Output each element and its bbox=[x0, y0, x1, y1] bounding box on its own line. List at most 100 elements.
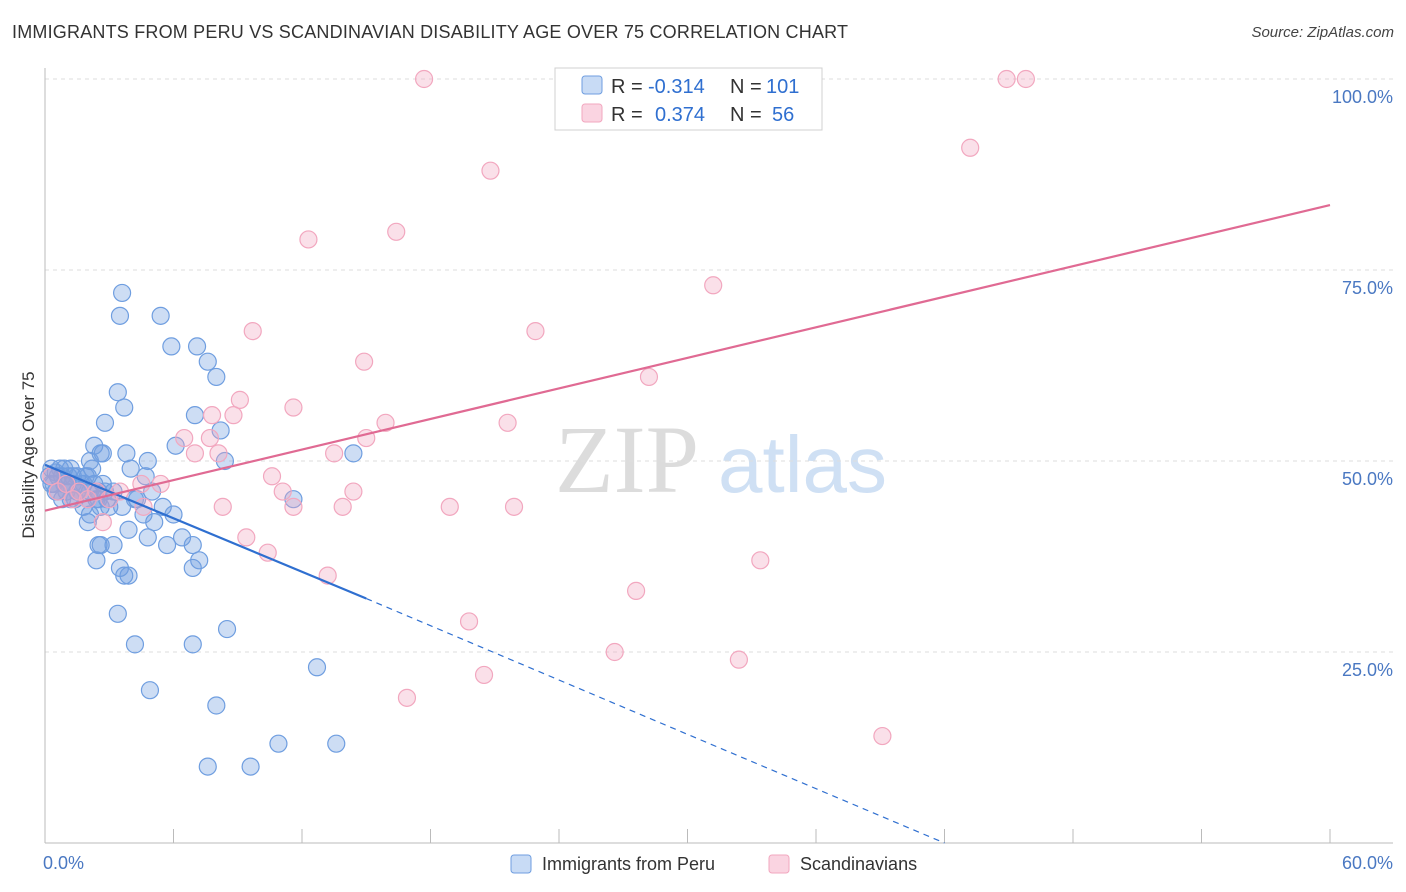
point-scandinavian bbox=[262, 467, 282, 486]
point-scandinavian bbox=[224, 406, 243, 425]
point-peru bbox=[89, 535, 108, 555]
legend-top: R = -0.314 N = 101 R = 0.374 N = 56 bbox=[554, 67, 823, 131]
point-peru bbox=[138, 451, 157, 471]
point-peru bbox=[119, 566, 138, 585]
point-scandinavian bbox=[997, 69, 1016, 89]
point-scandinavian bbox=[1016, 69, 1035, 89]
point-scandinavian bbox=[273, 482, 292, 501]
point-scandinavian bbox=[376, 413, 395, 432]
point-peru bbox=[162, 337, 181, 356]
point-peru bbox=[87, 551, 106, 570]
point-scandinavian bbox=[414, 69, 434, 89]
point-scandinavian bbox=[704, 276, 723, 295]
x-tick-min: 0.0% bbox=[43, 853, 84, 873]
point-peru bbox=[198, 352, 217, 371]
point-peru bbox=[327, 734, 346, 753]
point-scandinavian bbox=[397, 688, 417, 707]
point-scandinavian bbox=[639, 367, 659, 387]
watermark-zip: ZIP bbox=[555, 406, 699, 513]
point-scandinavian bbox=[175, 428, 194, 448]
point-peru bbox=[138, 528, 157, 547]
legend-n-value-blue: 101 bbox=[766, 76, 799, 98]
point-peru bbox=[151, 306, 170, 325]
trend-lines bbox=[44, 203, 1331, 844]
legend-bottom-swatch-scandinavians bbox=[768, 854, 790, 874]
watermark-atlas: atlas bbox=[718, 420, 887, 509]
point-peru bbox=[95, 413, 115, 432]
trend-line-peru-extension bbox=[366, 597, 945, 844]
source-label: Source: ZipAtlas.com bbox=[1251, 24, 1394, 41]
point-peru bbox=[115, 398, 134, 417]
point-peru bbox=[269, 734, 288, 753]
point-peru bbox=[117, 444, 136, 463]
point-scandinavian bbox=[355, 352, 374, 371]
point-peru bbox=[112, 283, 132, 303]
y-tick-label: 100.0% bbox=[1332, 87, 1393, 107]
point-peru bbox=[307, 658, 327, 677]
point-scandinavian bbox=[751, 551, 770, 570]
point-peru bbox=[183, 635, 202, 654]
point-scandinavian bbox=[474, 665, 494, 685]
point-peru bbox=[42, 474, 61, 494]
y-axis-label: Disability Age Over 75 bbox=[19, 371, 38, 538]
axes bbox=[44, 68, 1393, 844]
point-peru bbox=[207, 367, 226, 387]
legend-bottom: Immigrants from Peru Scandinavians bbox=[510, 854, 917, 874]
point-scandinavian bbox=[605, 642, 624, 662]
point-peru bbox=[207, 696, 226, 715]
point-scandinavian bbox=[961, 138, 980, 157]
trend-line-peru bbox=[44, 463, 367, 600]
legend-swatch-pink bbox=[581, 103, 603, 123]
y-tick-label: 75.0% bbox=[1342, 278, 1393, 298]
point-scandinavian bbox=[344, 482, 363, 501]
point-peru bbox=[215, 451, 234, 471]
scatter-points bbox=[40, 69, 1035, 776]
point-scandinavian bbox=[873, 726, 892, 746]
legend-bottom-scandinavians: Scandinavians bbox=[800, 854, 917, 874]
point-scandinavian bbox=[237, 528, 256, 547]
point-peru bbox=[190, 551, 209, 570]
legend-n-label-pink: N = bbox=[730, 104, 762, 126]
point-scandinavian bbox=[481, 161, 500, 180]
point-peru bbox=[198, 757, 217, 776]
point-peru bbox=[187, 337, 207, 356]
point-scandinavian bbox=[185, 444, 205, 463]
point-peru bbox=[157, 535, 177, 555]
legend-r-label-blue: R = bbox=[611, 76, 643, 98]
point-scandinavian bbox=[209, 444, 228, 463]
y-tick-label: 50.0% bbox=[1342, 469, 1393, 489]
point-peru bbox=[121, 459, 140, 478]
legend-r-value-pink: 0.374 bbox=[655, 104, 705, 126]
point-peru bbox=[344, 444, 363, 463]
point-peru bbox=[108, 383, 127, 402]
point-peru bbox=[108, 604, 127, 623]
point-peru bbox=[80, 451, 100, 471]
point-scandinavian bbox=[93, 513, 112, 532]
point-scandinavian bbox=[284, 398, 303, 417]
point-scandinavian bbox=[213, 497, 232, 516]
point-peru bbox=[140, 681, 160, 700]
legend-swatch-blue bbox=[581, 75, 603, 95]
grid-lines bbox=[45, 78, 1393, 653]
legend-bottom-swatch-peru bbox=[510, 854, 532, 874]
point-scandinavian bbox=[243, 322, 262, 341]
point-peru bbox=[104, 535, 123, 555]
legend-n-label-blue: N = bbox=[730, 76, 762, 98]
point-peru bbox=[125, 635, 145, 654]
trend-line-scandinavians bbox=[44, 203, 1331, 512]
y-tick-label: 25.0% bbox=[1342, 660, 1393, 680]
point-scandinavian bbox=[325, 444, 344, 463]
point-scandinavian bbox=[504, 497, 524, 516]
point-scandinavian bbox=[230, 390, 249, 409]
legend-r-label-pink: R = bbox=[611, 104, 643, 126]
point-peru bbox=[119, 520, 138, 539]
y-tick-labels: 25.0% 50.0% 75.0% 100.0% bbox=[1332, 87, 1393, 680]
x-tick-max: 60.0% bbox=[1342, 853, 1393, 873]
point-peru bbox=[183, 535, 202, 555]
point-scandinavian bbox=[202, 406, 222, 425]
point-peru bbox=[183, 558, 202, 578]
point-peru bbox=[217, 619, 237, 639]
point-scandinavian bbox=[299, 230, 318, 249]
point-scandinavian bbox=[440, 497, 459, 516]
